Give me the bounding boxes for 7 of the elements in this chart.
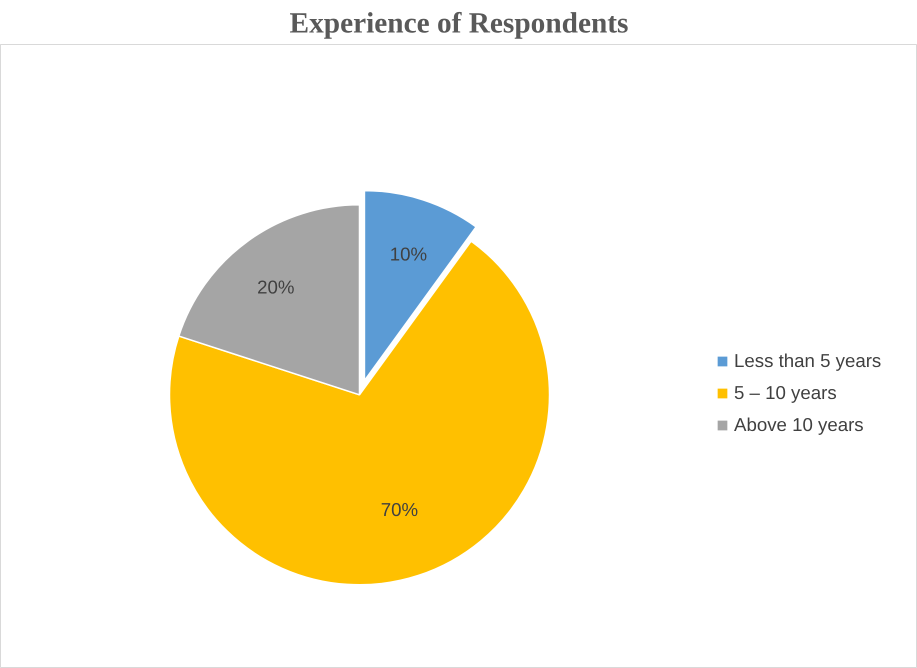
data-label: 70% (380, 499, 418, 520)
data-label: 10% (390, 243, 428, 264)
legend-label: Above 10 years (734, 414, 864, 436)
chart-title: Experience of Respondents (290, 8, 628, 40)
legend-label: 5 – 10 years (734, 382, 837, 404)
data-label: 20% (257, 276, 294, 298)
legend-label: Less than 5 years (734, 350, 882, 372)
